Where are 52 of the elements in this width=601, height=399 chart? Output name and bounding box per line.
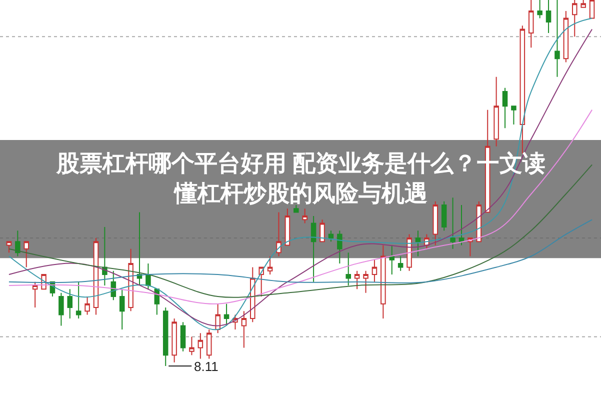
candlestick (119, 288, 125, 330)
candlestick (406, 234, 412, 272)
candlestick (328, 230, 334, 242)
candlestick (372, 259, 378, 282)
candlestick (302, 208, 308, 224)
candlestick (511, 106, 516, 125)
candlestick (537, 0, 542, 19)
candlestick (320, 219, 325, 242)
candlestick (441, 200, 447, 232)
candlestick (502, 87, 508, 129)
candlestick (15, 230, 20, 257)
candlestick (294, 204, 299, 213)
candlestick (276, 212, 282, 257)
candlestick (58, 292, 64, 326)
candlestick (32, 281, 38, 308)
candlestick (172, 318, 177, 363)
candlestick (215, 303, 220, 334)
candlestick (189, 336, 194, 356)
candlestick (102, 226, 108, 286)
candlestick (6, 241, 12, 254)
candlestick (389, 244, 395, 276)
candlestick (494, 76, 499, 147)
candlestick (554, 0, 560, 78)
candlestick (458, 204, 464, 246)
candlestick (84, 296, 90, 316)
candlestick (346, 252, 351, 286)
candlestick (354, 270, 360, 290)
candlestick (224, 303, 230, 326)
candlestick (162, 306, 168, 367)
candlestick (284, 208, 290, 246)
candlestick (337, 230, 342, 264)
candlestick (432, 200, 438, 246)
candlestick (128, 248, 134, 312)
candlestick (380, 244, 386, 319)
candlestick (146, 263, 151, 290)
candlestick (267, 256, 273, 276)
candlestick (67, 288, 73, 319)
candlestick (136, 212, 142, 286)
candlestick (198, 332, 204, 360)
candlestick (415, 230, 421, 257)
candlestick (206, 328, 212, 360)
candlestick (546, 0, 552, 34)
candlestick (398, 256, 404, 272)
candlestick (76, 281, 82, 319)
candlestick (241, 310, 247, 348)
candlestick (363, 270, 368, 294)
candlestick (563, 10, 569, 63)
candlestick (310, 215, 316, 282)
candlestick (24, 241, 29, 268)
candlestick (450, 197, 456, 250)
candlestick (180, 322, 186, 352)
annotation: 8.11 (194, 359, 218, 374)
